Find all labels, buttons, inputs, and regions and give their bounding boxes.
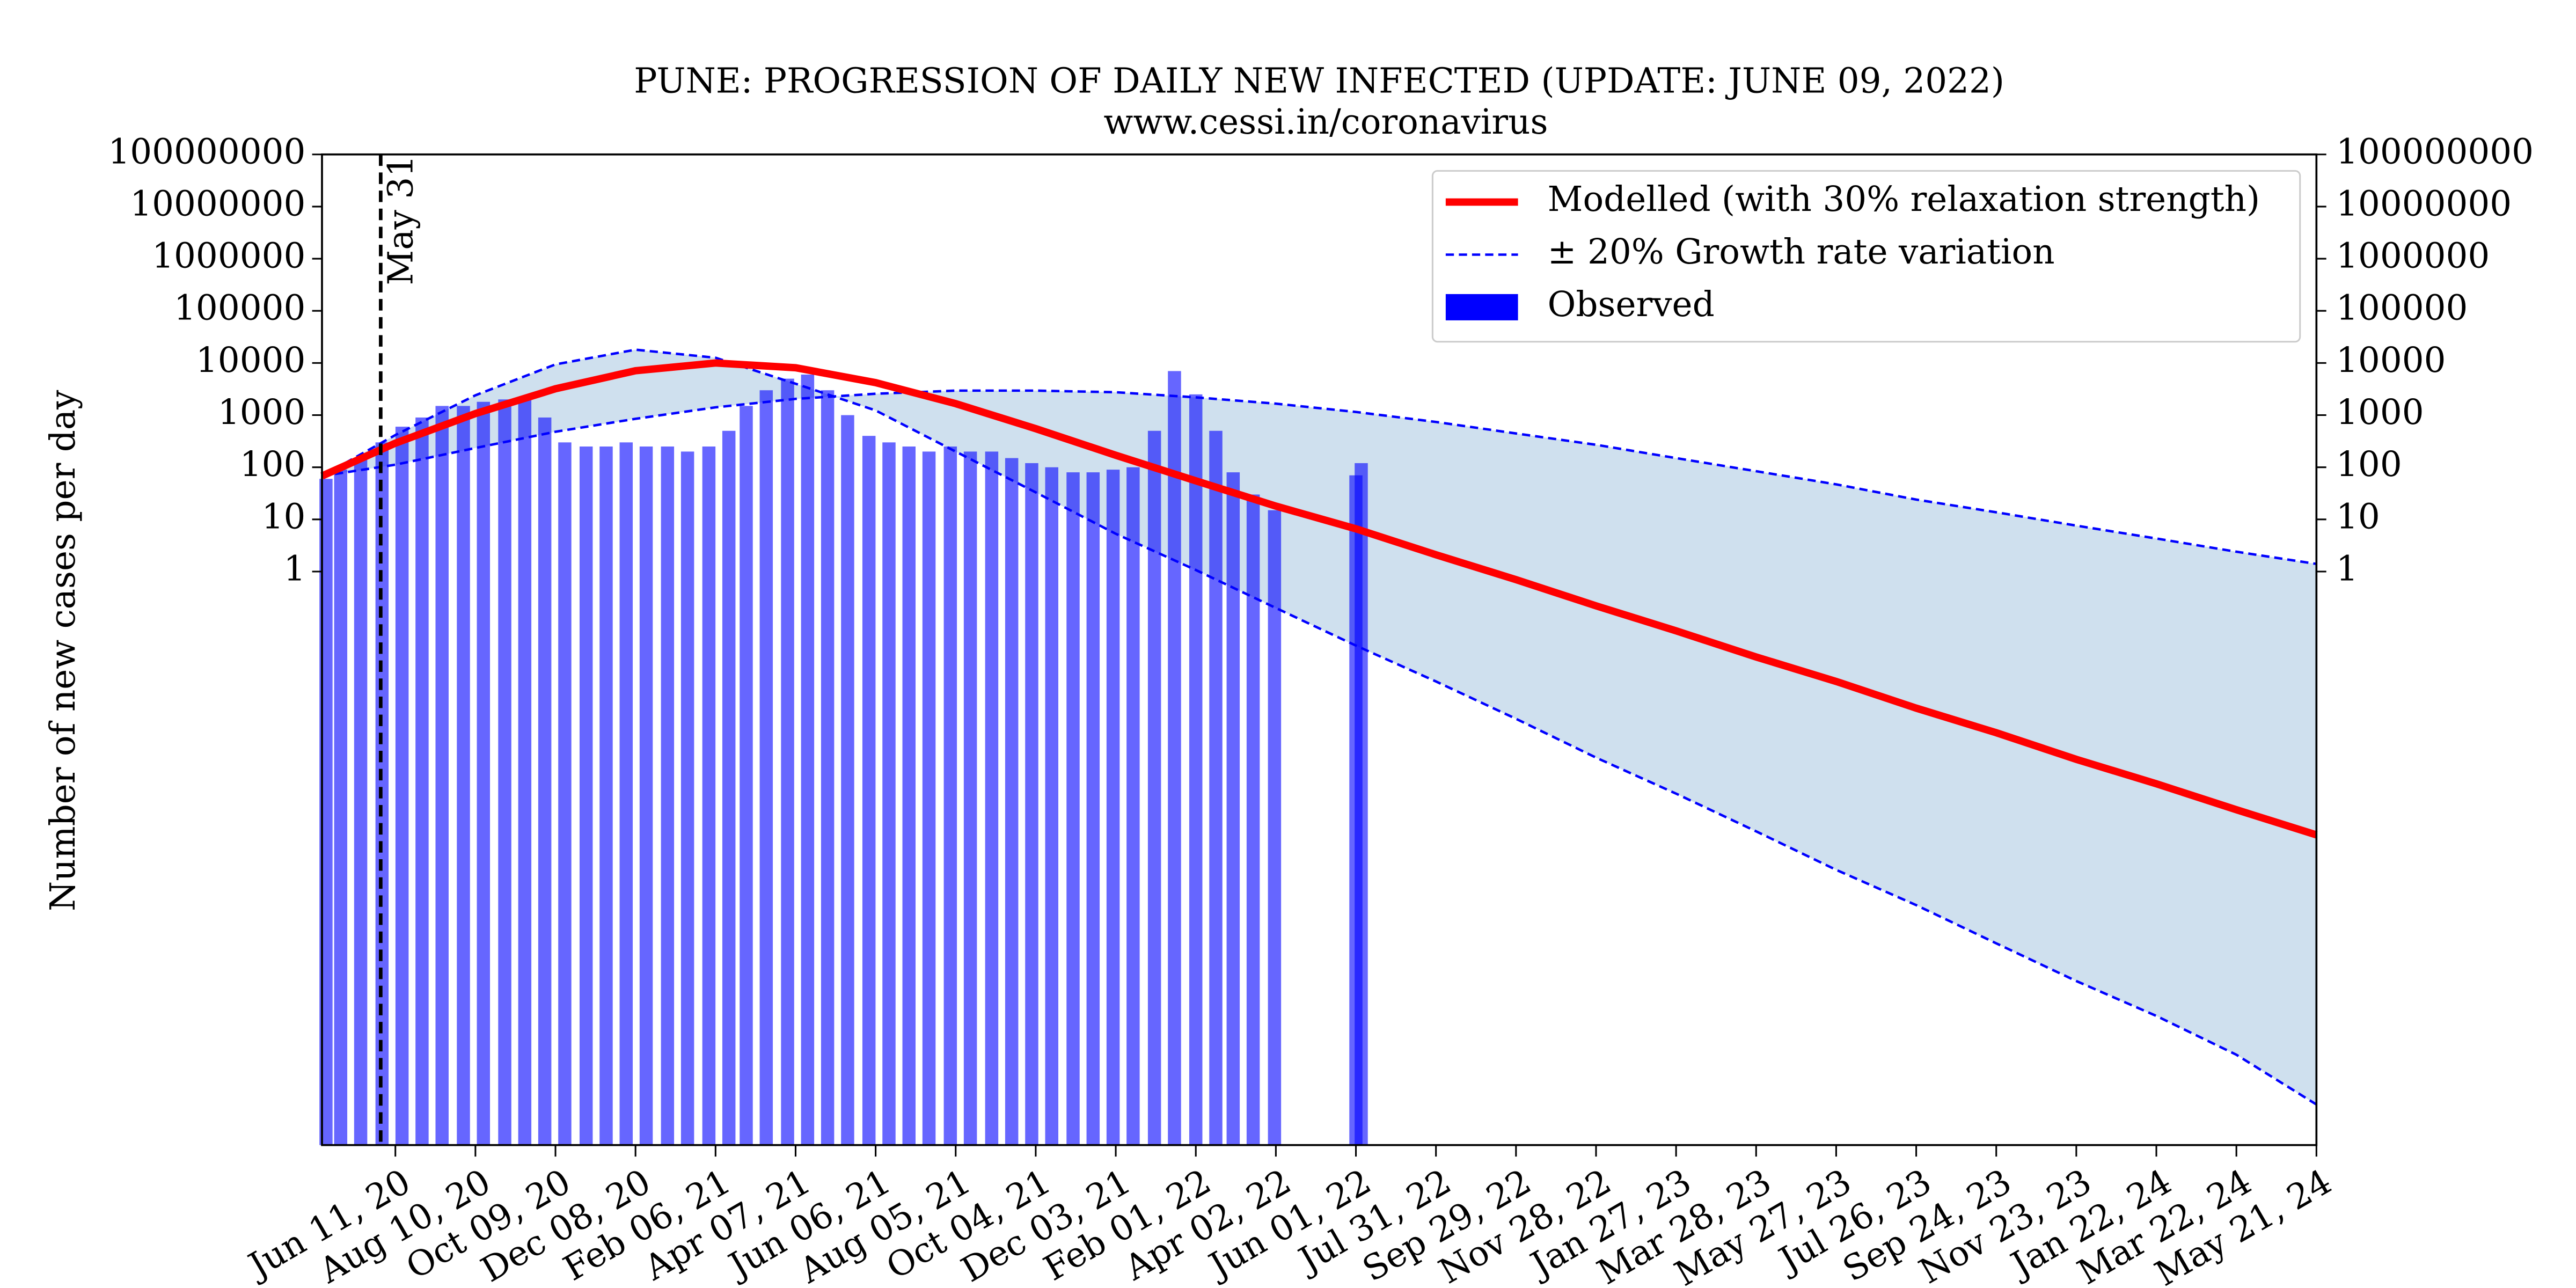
bar bbox=[1268, 510, 1282, 1145]
y-tick-label: 1 bbox=[283, 548, 305, 589]
y2-tick-label: 1000000 bbox=[2336, 236, 2490, 276]
series-line bbox=[321, 389, 2317, 566]
annotation-text: May 31 bbox=[381, 155, 421, 286]
bar bbox=[1189, 394, 1203, 1145]
bar bbox=[943, 447, 957, 1145]
bar bbox=[477, 401, 491, 1145]
chart-subtitle: www.cessi.in/coronavirus bbox=[1103, 102, 1548, 142]
y-tick-label: 1000 bbox=[218, 392, 306, 433]
y-tick-label: 100000000 bbox=[108, 131, 305, 172]
bar bbox=[354, 458, 368, 1145]
y2-tick-label: 1 bbox=[2336, 548, 2358, 589]
bar bbox=[1086, 472, 1100, 1145]
bar bbox=[415, 417, 429, 1145]
y-tick-label: 100000 bbox=[174, 288, 305, 328]
bar bbox=[740, 406, 753, 1145]
y-tick-label: 100 bbox=[240, 444, 306, 485]
bar bbox=[862, 436, 876, 1145]
bar bbox=[1045, 467, 1058, 1145]
bar bbox=[1168, 371, 1181, 1145]
legend-label: Modelled (with 30% relaxation strength) bbox=[1548, 179, 2260, 219]
bar bbox=[1106, 470, 1120, 1145]
bar bbox=[902, 447, 916, 1145]
legend-swatch bbox=[1445, 294, 1518, 320]
bar bbox=[1005, 458, 1019, 1145]
y-axis-label: Number of new cases per day bbox=[43, 390, 83, 911]
bar bbox=[1226, 472, 1240, 1145]
legend-label: Observed bbox=[1548, 284, 1715, 325]
legend-label: ± 20% Growth rate variation bbox=[1548, 232, 2055, 272]
legend-box bbox=[1431, 170, 2301, 343]
y2-tick-label: 100000000 bbox=[2336, 131, 2534, 172]
bar bbox=[922, 451, 936, 1145]
bar bbox=[1025, 463, 1038, 1145]
y2-tick-label: 10000 bbox=[2336, 340, 2446, 380]
bar bbox=[781, 378, 794, 1145]
bar bbox=[1355, 463, 1368, 1145]
y2-tick-label: 10000000 bbox=[2336, 184, 2512, 224]
chart-title: PUNE: PROGRESSION OF DAILY NEW INFECTED … bbox=[634, 61, 2004, 101]
y2-tick-label: 100 bbox=[2336, 444, 2402, 485]
series-line bbox=[321, 348, 2317, 1106]
bar bbox=[498, 399, 511, 1145]
bar bbox=[1126, 467, 1140, 1145]
bar bbox=[722, 430, 736, 1145]
bar bbox=[841, 415, 854, 1145]
bar bbox=[661, 447, 675, 1145]
bar bbox=[680, 451, 694, 1145]
bar bbox=[702, 447, 716, 1145]
plot-frame bbox=[321, 153, 2318, 1146]
y-tick-label: 10 bbox=[262, 496, 306, 537]
bar bbox=[1066, 472, 1080, 1145]
bar bbox=[599, 447, 613, 1145]
bar bbox=[538, 417, 552, 1145]
y-tick-label: 10000000 bbox=[130, 184, 305, 224]
bar bbox=[1209, 430, 1223, 1145]
bar bbox=[985, 451, 999, 1145]
series-line bbox=[320, 359, 2318, 839]
bar bbox=[457, 406, 470, 1145]
bar bbox=[963, 451, 977, 1145]
bar bbox=[334, 470, 348, 1145]
bar bbox=[1147, 430, 1161, 1145]
bar bbox=[558, 442, 572, 1145]
bar bbox=[518, 399, 532, 1145]
observed-bars bbox=[319, 371, 1368, 1145]
y2-tick-label: 1000 bbox=[2336, 392, 2424, 433]
bar bbox=[1246, 494, 1260, 1145]
y-tick-label: 1000000 bbox=[152, 236, 305, 276]
bar bbox=[579, 447, 593, 1145]
bar bbox=[435, 406, 449, 1145]
bar bbox=[882, 442, 896, 1145]
bar bbox=[801, 374, 815, 1145]
bar bbox=[395, 427, 409, 1145]
bar bbox=[619, 442, 633, 1145]
bar bbox=[759, 390, 773, 1145]
y2-tick-label: 10 bbox=[2336, 496, 2380, 537]
y2-tick-label: 100000 bbox=[2336, 288, 2468, 328]
variation-band bbox=[322, 349, 2317, 1105]
bar bbox=[639, 447, 653, 1145]
y-tick-label: 10000 bbox=[196, 340, 305, 380]
bar bbox=[821, 390, 835, 1145]
